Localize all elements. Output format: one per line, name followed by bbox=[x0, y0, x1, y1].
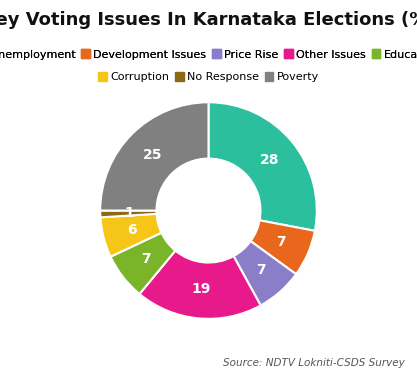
Wedge shape bbox=[111, 233, 176, 294]
Wedge shape bbox=[100, 211, 157, 217]
Wedge shape bbox=[251, 220, 315, 274]
Wedge shape bbox=[208, 102, 317, 231]
Text: 28: 28 bbox=[260, 153, 279, 167]
Wedge shape bbox=[100, 102, 208, 211]
Text: 7: 7 bbox=[276, 235, 286, 249]
Text: 7: 7 bbox=[256, 263, 266, 277]
Text: 25: 25 bbox=[143, 148, 162, 162]
Text: 19: 19 bbox=[191, 282, 211, 296]
Text: 6: 6 bbox=[127, 223, 137, 237]
Text: 7: 7 bbox=[141, 252, 151, 266]
Wedge shape bbox=[139, 251, 261, 319]
Text: Source: NDTV Lokniti-CSDS Survey: Source: NDTV Lokniti-CSDS Survey bbox=[223, 358, 404, 368]
Legend: Corruption, No Response, Poverty: Corruption, No Response, Poverty bbox=[93, 68, 324, 86]
Legend: Unemployment, Development Issues, Price Rise, Other Issues, Education: Unemployment, Development Issues, Price … bbox=[0, 45, 417, 64]
Text: 1: 1 bbox=[125, 206, 134, 220]
Wedge shape bbox=[100, 214, 161, 257]
Text: Key Voting Issues In Karnataka Elections (%): Key Voting Issues In Karnataka Elections… bbox=[0, 11, 417, 29]
Wedge shape bbox=[234, 241, 296, 305]
